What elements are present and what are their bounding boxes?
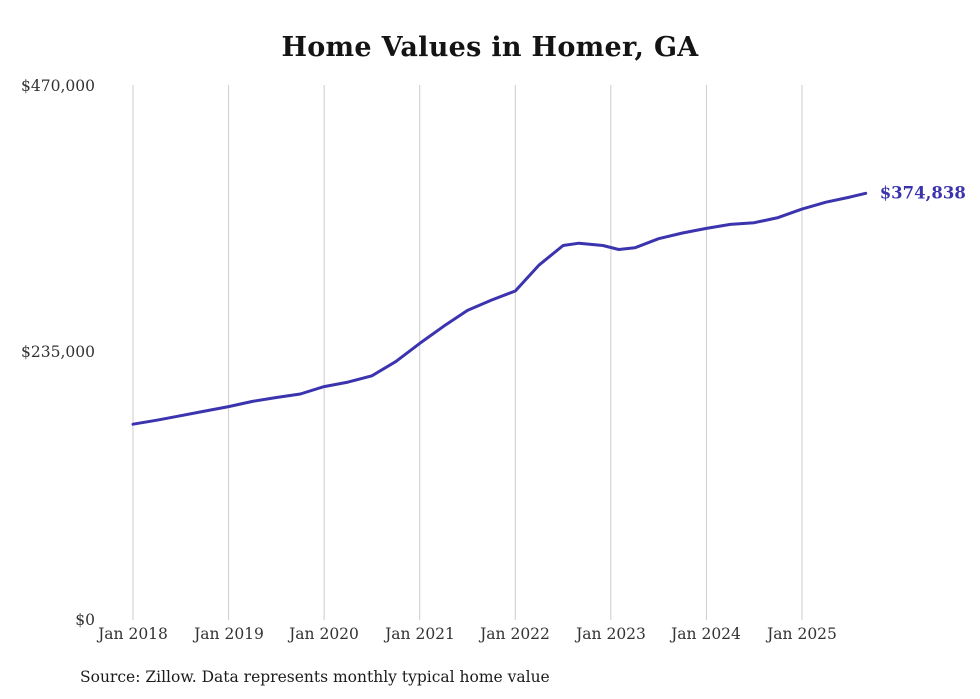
x-tick-label: Jan 2018 [98,625,168,643]
x-tick-label: Jan 2025 [767,625,837,643]
x-tick-label: Jan 2021 [385,625,455,643]
chart-title: Home Values in Homer, GA [281,32,699,63]
x-tick-label: Jan 2023 [576,625,646,643]
current-value-label: $374,838 [879,183,966,203]
x-tick-label: Jan 2022 [480,625,550,643]
x-tick-label: Jan 2019 [194,625,264,643]
x-tick-label: Jan 2024 [671,625,741,643]
y-tick-label: $470,000 [21,77,95,95]
source-note: Source: Zillow. Data represents monthly … [80,668,550,686]
y-tick-label: $0 [75,611,95,629]
value-line [131,191,868,426]
y-tick-label: $235,000 [21,343,95,361]
x-tick-label: Jan 2020 [289,625,359,643]
